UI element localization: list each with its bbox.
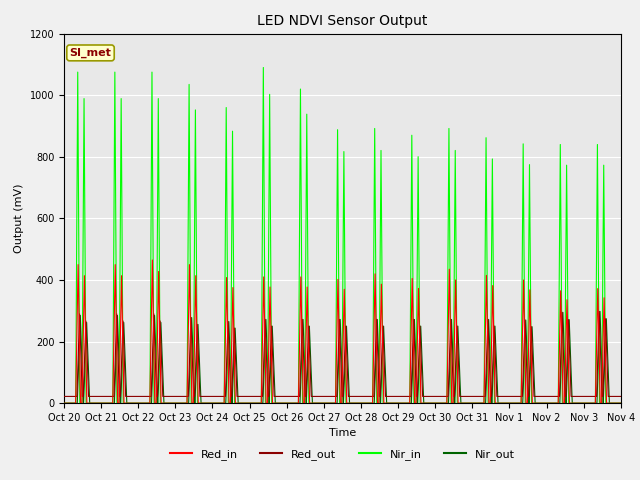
Nir_out: [117, 400, 125, 406]
Nir_out: [191, 400, 199, 406]
Nir_in: [617, 400, 625, 406]
Line: Red_in: Red_in: [64, 260, 621, 403]
Red_out: [444, 394, 452, 399]
Nir_out: [60, 400, 68, 406]
Nir_in: [445, 126, 452, 132]
Red_out: [413, 394, 420, 399]
Red_out: [595, 309, 603, 314]
Nir_out: [580, 400, 588, 406]
Red_out: [191, 394, 198, 399]
Red_in: [301, 400, 308, 406]
X-axis label: Time: Time: [329, 429, 356, 438]
Nir_in: [60, 400, 68, 406]
Red_in: [148, 257, 156, 263]
Red_in: [591, 400, 599, 406]
Nir_out: [445, 400, 452, 406]
Red_out: [116, 394, 124, 399]
Red_out: [301, 394, 309, 399]
Line: Nir_in: Nir_in: [64, 68, 621, 403]
Red_in: [60, 400, 68, 406]
Nir_out: [413, 400, 421, 406]
Red_in: [115, 400, 123, 406]
Nir_out: [617, 400, 625, 406]
Nir_in: [412, 400, 420, 406]
Line: Red_out: Red_out: [64, 312, 621, 396]
Nir_in: [301, 400, 308, 406]
Red_out: [617, 394, 625, 399]
Red_in: [617, 400, 625, 406]
Line: Nir_out: Nir_out: [64, 312, 621, 403]
Nir_in: [259, 65, 267, 71]
Title: LED NDVI Sensor Output: LED NDVI Sensor Output: [257, 14, 428, 28]
Nir_out: [596, 309, 604, 314]
Nir_out: [302, 400, 310, 406]
Nir_in: [591, 400, 599, 406]
Y-axis label: Output (mV): Output (mV): [14, 184, 24, 253]
Nir_in: [189, 400, 197, 406]
Text: SI_met: SI_met: [70, 48, 111, 58]
Red_in: [445, 266, 453, 272]
Red_in: [412, 400, 420, 406]
Legend: Red_in, Red_out, Nir_in, Nir_out: Red_in, Red_out, Nir_in, Nir_out: [165, 444, 520, 464]
Red_out: [580, 394, 588, 399]
Red_out: [60, 394, 68, 399]
Red_in: [192, 273, 200, 278]
Nir_in: [115, 400, 123, 406]
